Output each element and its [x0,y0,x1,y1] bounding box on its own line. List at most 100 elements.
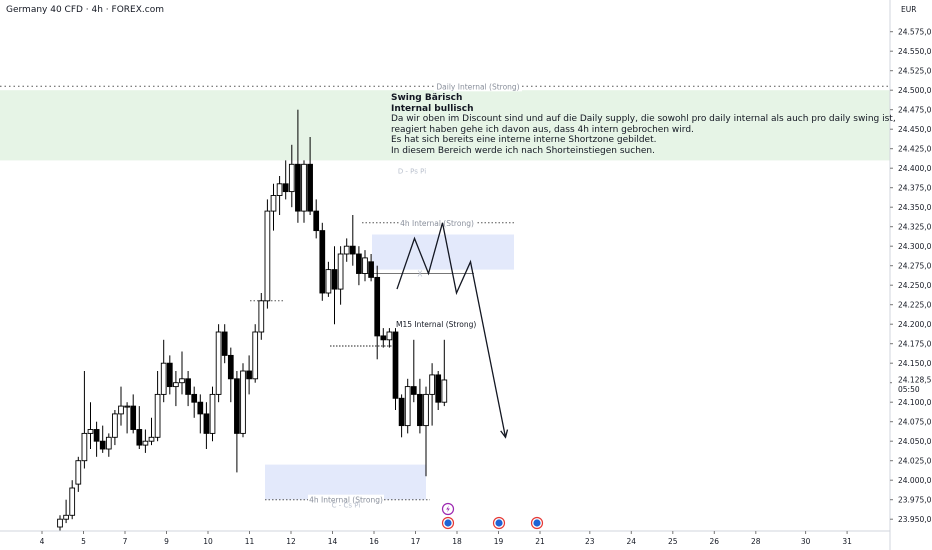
bull-candle[interactable] [105,436,112,450]
price-tick-label: 24.425,0 [898,144,932,153]
bull-candle[interactable] [276,183,283,196]
bear-candle[interactable] [185,378,191,395]
bear-candle[interactable] [356,253,362,274]
candles-layer[interactable] [57,109,448,531]
bear-candle[interactable] [227,354,234,380]
bull-candle[interactable] [75,460,82,485]
price-tick-label: 24.000,0 [898,476,932,485]
price-tick-label: 24.200,0 [898,320,932,329]
bull-candle[interactable] [173,382,179,388]
bull-candle[interactable] [362,257,368,274]
current-price-label: 24.128,5 [898,375,932,384]
note-line: Es hat sich bereits eine interne interne… [391,135,657,145]
bull-candle[interactable] [343,245,350,255]
bear-candle[interactable] [234,378,240,434]
bull-candle[interactable] [148,436,155,442]
bull-candle[interactable] [429,374,435,395]
bull-candle[interactable] [252,331,259,380]
price-tick-label: 24.500,0 [898,86,932,95]
bull-candle[interactable] [240,370,246,434]
bear-candle[interactable] [221,331,228,356]
zone-rect [372,234,514,270]
flag-glyph [444,519,452,527]
price-tick-label: 23.975,0 [898,495,932,504]
zones-layer [0,90,890,500]
time-tick-label: 17 [411,537,421,546]
level-label: M15 Internal (Strong) [396,320,476,329]
time-tick-label: 23 [585,537,595,546]
bear-candle[interactable] [130,405,137,430]
bear-candle[interactable] [392,331,399,399]
note-line: Swing Bärisch [391,93,463,103]
bull-candle[interactable] [69,487,76,516]
note-line: In diesem Bereich werde ich nach Shortei… [391,145,655,156]
bear-candle[interactable] [319,230,326,294]
bull-candle[interactable] [124,405,130,408]
bear-candle[interactable] [246,370,252,380]
bear-candle[interactable] [417,393,423,427]
price-axis[interactable]: EUR 23.950,0 23.975,0 24.000,0 24.025,0 24.05… [889,0,932,550]
events-layer[interactable] [441,502,544,530]
bull-candle[interactable] [386,331,393,341]
marker-label: X [417,270,422,279]
bull-candle[interactable] [63,514,69,520]
time-tick-label: 12 [286,537,296,546]
bear-candle[interactable] [203,413,210,434]
bull-candle[interactable] [142,440,149,446]
symbol-title[interactable]: Germany 40 CFD · 4h · FOREX.com [6,5,164,15]
bull-candle[interactable] [118,405,124,415]
bear-candle[interactable] [368,261,374,278]
note-line: reagiert haben gehe ich davon aus, dass … [391,124,694,135]
bear-candle[interactable] [410,386,417,395]
bull-candle[interactable] [179,378,185,384]
bear-candle[interactable] [313,210,320,232]
bull-candle[interactable] [270,195,277,212]
level-label: 4h Internal (Strong) [400,219,474,228]
time-tick-label: 30 [801,537,811,546]
bull-candle[interactable] [288,163,295,193]
time-axis[interactable]: 4 5 7 9 10 11 12 14 16 17 18 19 21 23 24 25 26 28 30 31 [0,530,890,546]
bull-candle[interactable] [423,393,429,427]
bull-candle[interactable] [160,362,167,395]
price-tick-label: 24.050,0 [898,437,932,446]
bear-candle[interactable] [398,397,405,427]
bear-candle[interactable] [307,163,313,212]
bull-candle[interactable] [154,393,161,438]
price-tick-label: 24.450,0 [898,125,932,134]
bull-candle[interactable] [209,393,216,434]
bear-candle[interactable] [197,401,204,415]
bull-candle[interactable] [337,253,344,290]
bull-candle[interactable] [258,300,265,333]
bull-candle[interactable] [81,432,88,462]
bear-candle[interactable] [349,245,356,255]
bear-candle[interactable] [166,362,173,388]
time-tick-label: 18 [452,537,462,546]
bull-candle[interactable] [215,331,222,395]
bull-candle[interactable] [264,210,271,302]
bear-candle[interactable] [435,374,442,403]
time-tick-label: 5 [81,537,86,546]
bear-candle[interactable] [282,183,289,193]
current-price-tag [892,373,932,395]
bull-candle[interactable] [301,163,307,212]
bear-candle[interactable] [93,429,100,442]
bear-candle[interactable] [374,276,381,337]
bull-candle[interactable] [441,379,448,403]
bear-candle[interactable] [331,269,338,290]
bull-candle[interactable] [325,269,332,294]
bull-candle[interactable] [57,518,63,528]
bear-candle[interactable] [295,163,301,212]
bull-candle[interactable] [87,429,94,434]
bear-candle[interactable] [380,335,387,341]
label-bg [308,494,384,505]
bull-candle[interactable] [112,413,118,438]
countdown-label: 05:50 [898,385,920,394]
bull-candle[interactable] [404,386,411,427]
bear-candle[interactable] [99,440,106,450]
bear-candle[interactable] [191,393,198,403]
time-tick-label: 11 [245,537,255,546]
price-tick-label: 24.025,0 [898,456,932,465]
bear-candle[interactable] [136,429,143,446]
price-tick-label: 24.275,0 [898,261,932,270]
